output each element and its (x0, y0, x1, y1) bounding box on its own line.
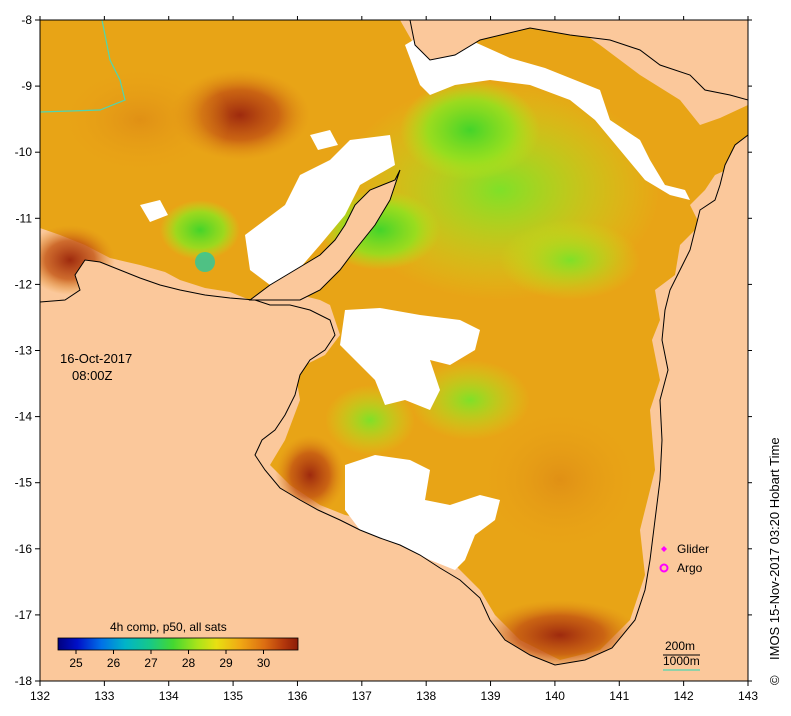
x-tick-label: 133 (94, 689, 114, 703)
colorbar-title: 4h comp, p50, all sats (110, 620, 227, 634)
y-tick-label: -12 (15, 277, 33, 291)
y-tick-label: -10 (15, 145, 33, 159)
x-tick-label: 137 (352, 689, 372, 703)
y-tick-label: -14 (15, 410, 33, 424)
x-tick-label: 139 (481, 689, 501, 703)
x-tick-label: 135 (223, 689, 243, 703)
glider-icon (661, 546, 667, 552)
sst-blob-green-east (500, 220, 640, 300)
x-tick-label: 134 (159, 689, 179, 703)
time-label: 08:00Z (72, 368, 113, 383)
credit-text: IMOS 15-Nov-2017 03:20 Hobart Time (767, 437, 782, 660)
colorbar-label: 29 (219, 656, 233, 670)
no-data-area-centre (340, 308, 480, 410)
colorbar-label: 25 (69, 656, 83, 670)
no-data-area-north (405, 30, 690, 200)
no-data-area-west (245, 135, 395, 285)
x-tick-label: 138 (416, 689, 436, 703)
sst-blob-mid-orange (470, 400, 650, 560)
isobath-legend: 200m 1000m (663, 639, 700, 671)
argo-icon (659, 563, 669, 573)
isobath-200m-label: 200m (665, 639, 695, 653)
colorbar-label: 27 (144, 656, 158, 670)
x-tick-label: 142 (674, 689, 694, 703)
x-axis: 132 133 134 135 136 137 138 139 140 141 142 143 (30, 16, 758, 703)
argo-label: Argo (677, 561, 703, 575)
y-tick-label: -8 (21, 13, 32, 27)
y-tick-label: -15 (15, 476, 33, 490)
colorbar-label: 30 (257, 656, 271, 670)
y-tick-label: -16 (15, 542, 33, 556)
glider-label: Glider (677, 542, 709, 556)
isobath-1000m-label: 1000m (663, 654, 700, 668)
x-tick-label: 143 (738, 689, 758, 703)
sst-blob-green-sw (160, 200, 240, 260)
y-tick-label: -17 (15, 608, 33, 622)
land-gulf-inner (248, 169, 401, 301)
sst-blob-green-core (400, 80, 540, 180)
y-axis: -8 -9 -10 -11 -12 -13 -14 -15 -16 -17 -18 (15, 13, 752, 688)
isobath-1000m (40, 20, 126, 113)
x-tick-label: 141 (609, 689, 629, 703)
plot-area (40, 20, 748, 681)
platform-legend: Glider Argo (659, 542, 709, 575)
copyright-symbol: © (767, 675, 782, 685)
sst-blob-green-sw2 (410, 360, 530, 440)
date-label: 16-Oct-2017 (60, 351, 132, 366)
colorbar: 4h comp, p50, all sats 25 26 27 28 29 30 (57, 620, 299, 670)
colorbar-gradient (57, 637, 299, 651)
no-data-area-small (140, 130, 338, 222)
land-papua (409, 20, 748, 101)
colorbar-label: 28 (182, 656, 196, 670)
sst-blob-cyan (195, 252, 215, 272)
x-tick-label: 136 (287, 689, 307, 703)
colorbar-labels: 25 26 27 28 29 30 (69, 650, 270, 670)
x-tick-label: 132 (30, 689, 50, 703)
land-cape-york (40, 134, 748, 681)
y-tick-label: -18 (15, 674, 33, 688)
colorbar-label: 26 (107, 656, 121, 670)
x-tick-label: 140 (545, 689, 565, 703)
sst-blob-north-orange (50, 60, 230, 180)
y-tick-label: -9 (21, 79, 32, 93)
y-tick-label: -11 (16, 211, 33, 225)
y-tick-label: -13 (15, 344, 33, 358)
